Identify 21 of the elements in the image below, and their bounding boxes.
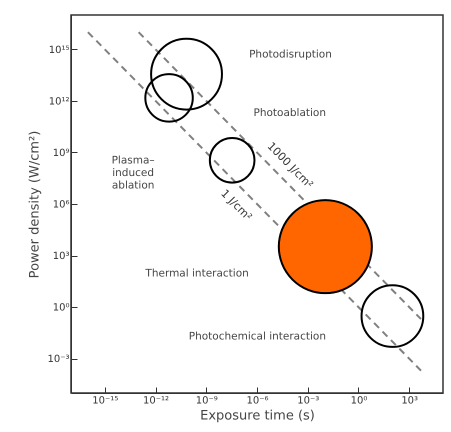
y-tick-label: 10¹⁵ — [48, 44, 70, 56]
annotation: Thermal interaction — [144, 268, 249, 280]
x-tick-label: 10⁻⁶ — [246, 396, 269, 406]
x-tick-label: 10³ — [401, 396, 418, 406]
y-tick-label: 10⁰ — [52, 302, 70, 314]
y-tick-label: 10¹² — [48, 96, 70, 108]
x-tick-label: 10⁻⁹ — [196, 396, 218, 406]
y-axis-title: Power density (W/cm²) — [27, 130, 42, 278]
y-tick-label: 10³ — [52, 251, 70, 262]
x-axis-title: Exposure time (s) — [200, 408, 315, 424]
annotation: Photoablation — [253, 106, 326, 119]
x-tick-label: 10⁰ — [350, 396, 368, 406]
y-tick-label: 10⁹ — [52, 148, 70, 159]
x-tick-label: 10⁻¹⁵ — [92, 396, 118, 406]
x-tick-label: 10⁻¹² — [143, 396, 170, 406]
annotation: Photodisruption — [249, 48, 332, 61]
y-tick-label: 10⁶ — [52, 200, 70, 210]
x-tick-label: 10⁻³ — [297, 396, 320, 406]
annotation: Plasma– induced ablation — [112, 154, 155, 192]
y-tick-label: 10⁻³ — [47, 354, 70, 366]
annotation: Photochemical interaction — [188, 330, 326, 343]
